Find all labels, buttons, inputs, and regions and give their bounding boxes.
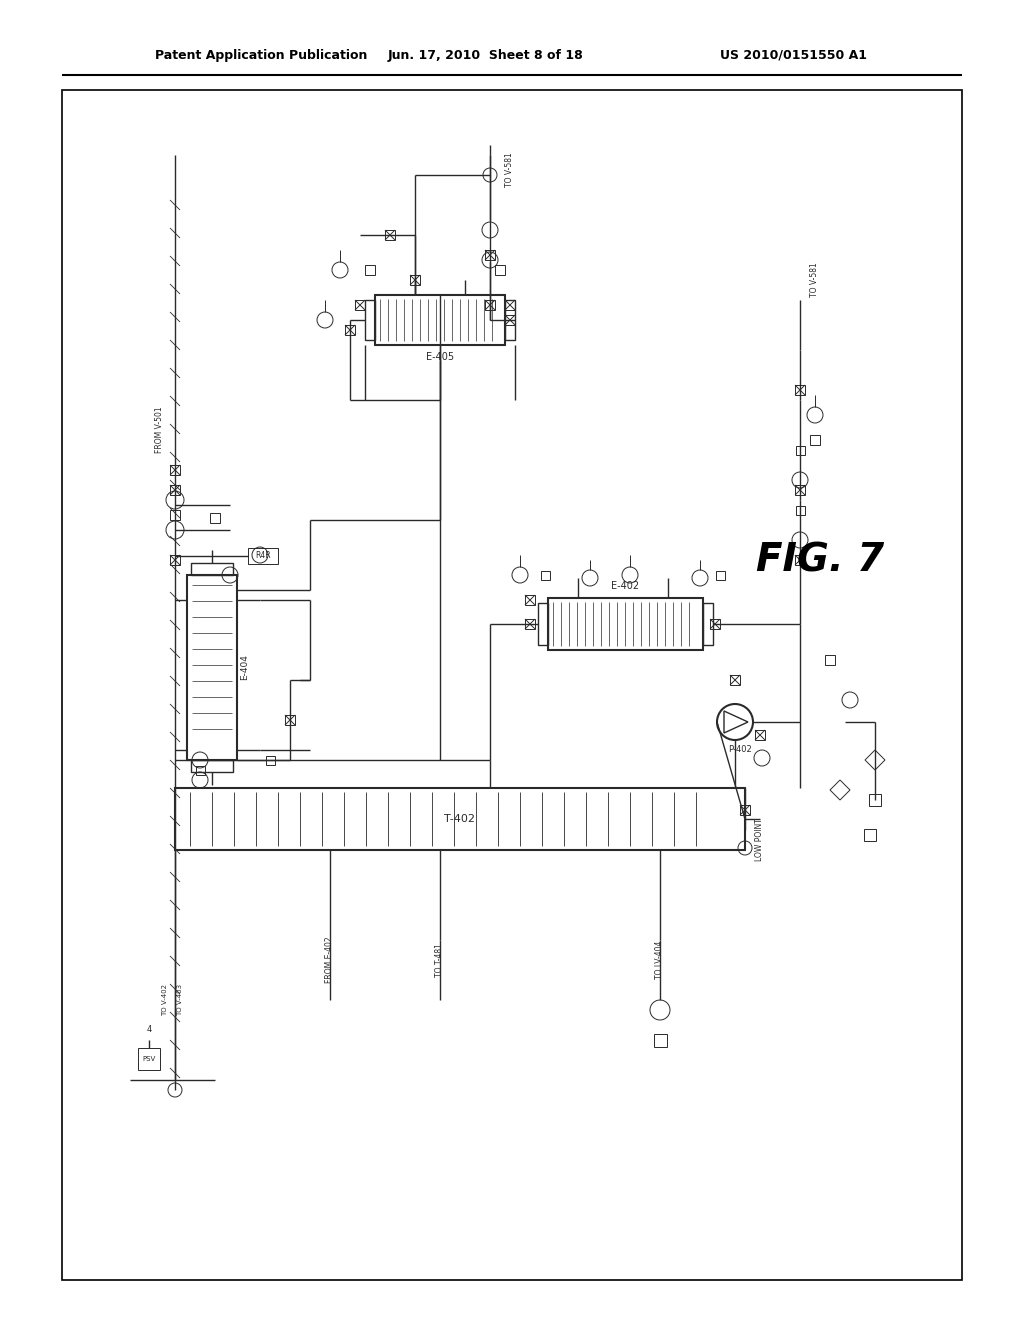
Bar bbox=[525, 619, 535, 630]
Text: TO V-402: TO V-402 bbox=[162, 983, 168, 1016]
Text: FROM E-402: FROM E-402 bbox=[326, 937, 335, 983]
Bar bbox=[266, 756, 275, 766]
Bar bbox=[485, 249, 495, 260]
Text: Patent Application Publication: Patent Application Publication bbox=[155, 49, 368, 62]
Text: TO V-403: TO V-403 bbox=[177, 983, 183, 1016]
Bar bbox=[62, 90, 962, 1280]
Bar bbox=[210, 513, 220, 523]
Text: TO T-481: TO T-481 bbox=[435, 942, 444, 977]
Bar bbox=[796, 446, 805, 455]
Bar bbox=[505, 300, 515, 341]
Bar bbox=[795, 385, 805, 395]
Text: PSV: PSV bbox=[142, 1056, 156, 1063]
Bar bbox=[345, 325, 355, 335]
Bar bbox=[375, 294, 505, 345]
Bar bbox=[191, 564, 233, 576]
Bar bbox=[755, 730, 765, 741]
Bar bbox=[170, 510, 180, 520]
Text: LOW POINT: LOW POINT bbox=[755, 818, 764, 862]
Bar bbox=[710, 619, 720, 630]
Bar bbox=[485, 300, 495, 310]
Bar bbox=[703, 603, 713, 645]
Bar bbox=[505, 300, 515, 310]
Bar bbox=[495, 265, 505, 275]
Bar bbox=[365, 300, 375, 341]
Bar bbox=[795, 554, 805, 565]
Bar bbox=[505, 315, 515, 325]
Bar bbox=[825, 655, 835, 665]
Bar bbox=[730, 675, 740, 685]
Bar bbox=[175, 788, 745, 850]
Bar bbox=[525, 595, 535, 605]
Text: P-402: P-402 bbox=[728, 746, 752, 755]
Bar bbox=[548, 598, 703, 649]
Bar bbox=[810, 436, 820, 445]
Bar bbox=[740, 805, 750, 814]
Bar bbox=[795, 484, 805, 495]
Text: US 2010/0151550 A1: US 2010/0151550 A1 bbox=[720, 49, 867, 62]
Text: TO V-581: TO V-581 bbox=[505, 153, 514, 187]
Text: 4: 4 bbox=[146, 1026, 152, 1035]
Bar bbox=[138, 1048, 160, 1071]
Bar bbox=[538, 603, 548, 645]
Bar bbox=[355, 300, 365, 310]
Bar bbox=[654, 1034, 667, 1047]
Bar bbox=[385, 230, 395, 240]
Text: FIG. 7: FIG. 7 bbox=[756, 541, 884, 579]
Text: E-404: E-404 bbox=[241, 655, 250, 680]
Bar bbox=[864, 829, 876, 841]
Text: Jun. 17, 2010  Sheet 8 of 18: Jun. 17, 2010 Sheet 8 of 18 bbox=[388, 49, 584, 62]
Bar bbox=[196, 766, 205, 775]
Bar bbox=[191, 760, 233, 772]
Bar bbox=[716, 572, 725, 579]
Bar bbox=[796, 506, 805, 515]
Text: TO LV-404: TO LV-404 bbox=[655, 941, 665, 979]
Text: E-402: E-402 bbox=[611, 581, 639, 591]
Bar bbox=[170, 554, 180, 565]
Text: T-402: T-402 bbox=[444, 814, 475, 824]
Bar bbox=[869, 795, 881, 807]
Text: R4R: R4R bbox=[255, 552, 270, 561]
Bar bbox=[285, 715, 295, 725]
Bar bbox=[541, 572, 550, 579]
Bar bbox=[365, 265, 375, 275]
Bar bbox=[410, 275, 420, 285]
Bar bbox=[170, 484, 180, 495]
Bar bbox=[187, 576, 237, 760]
Bar bbox=[170, 465, 180, 475]
Bar bbox=[248, 548, 278, 564]
Text: E-405: E-405 bbox=[426, 352, 454, 362]
Text: TO V-581: TO V-581 bbox=[810, 263, 819, 297]
Text: FROM V-501: FROM V-501 bbox=[156, 407, 165, 453]
